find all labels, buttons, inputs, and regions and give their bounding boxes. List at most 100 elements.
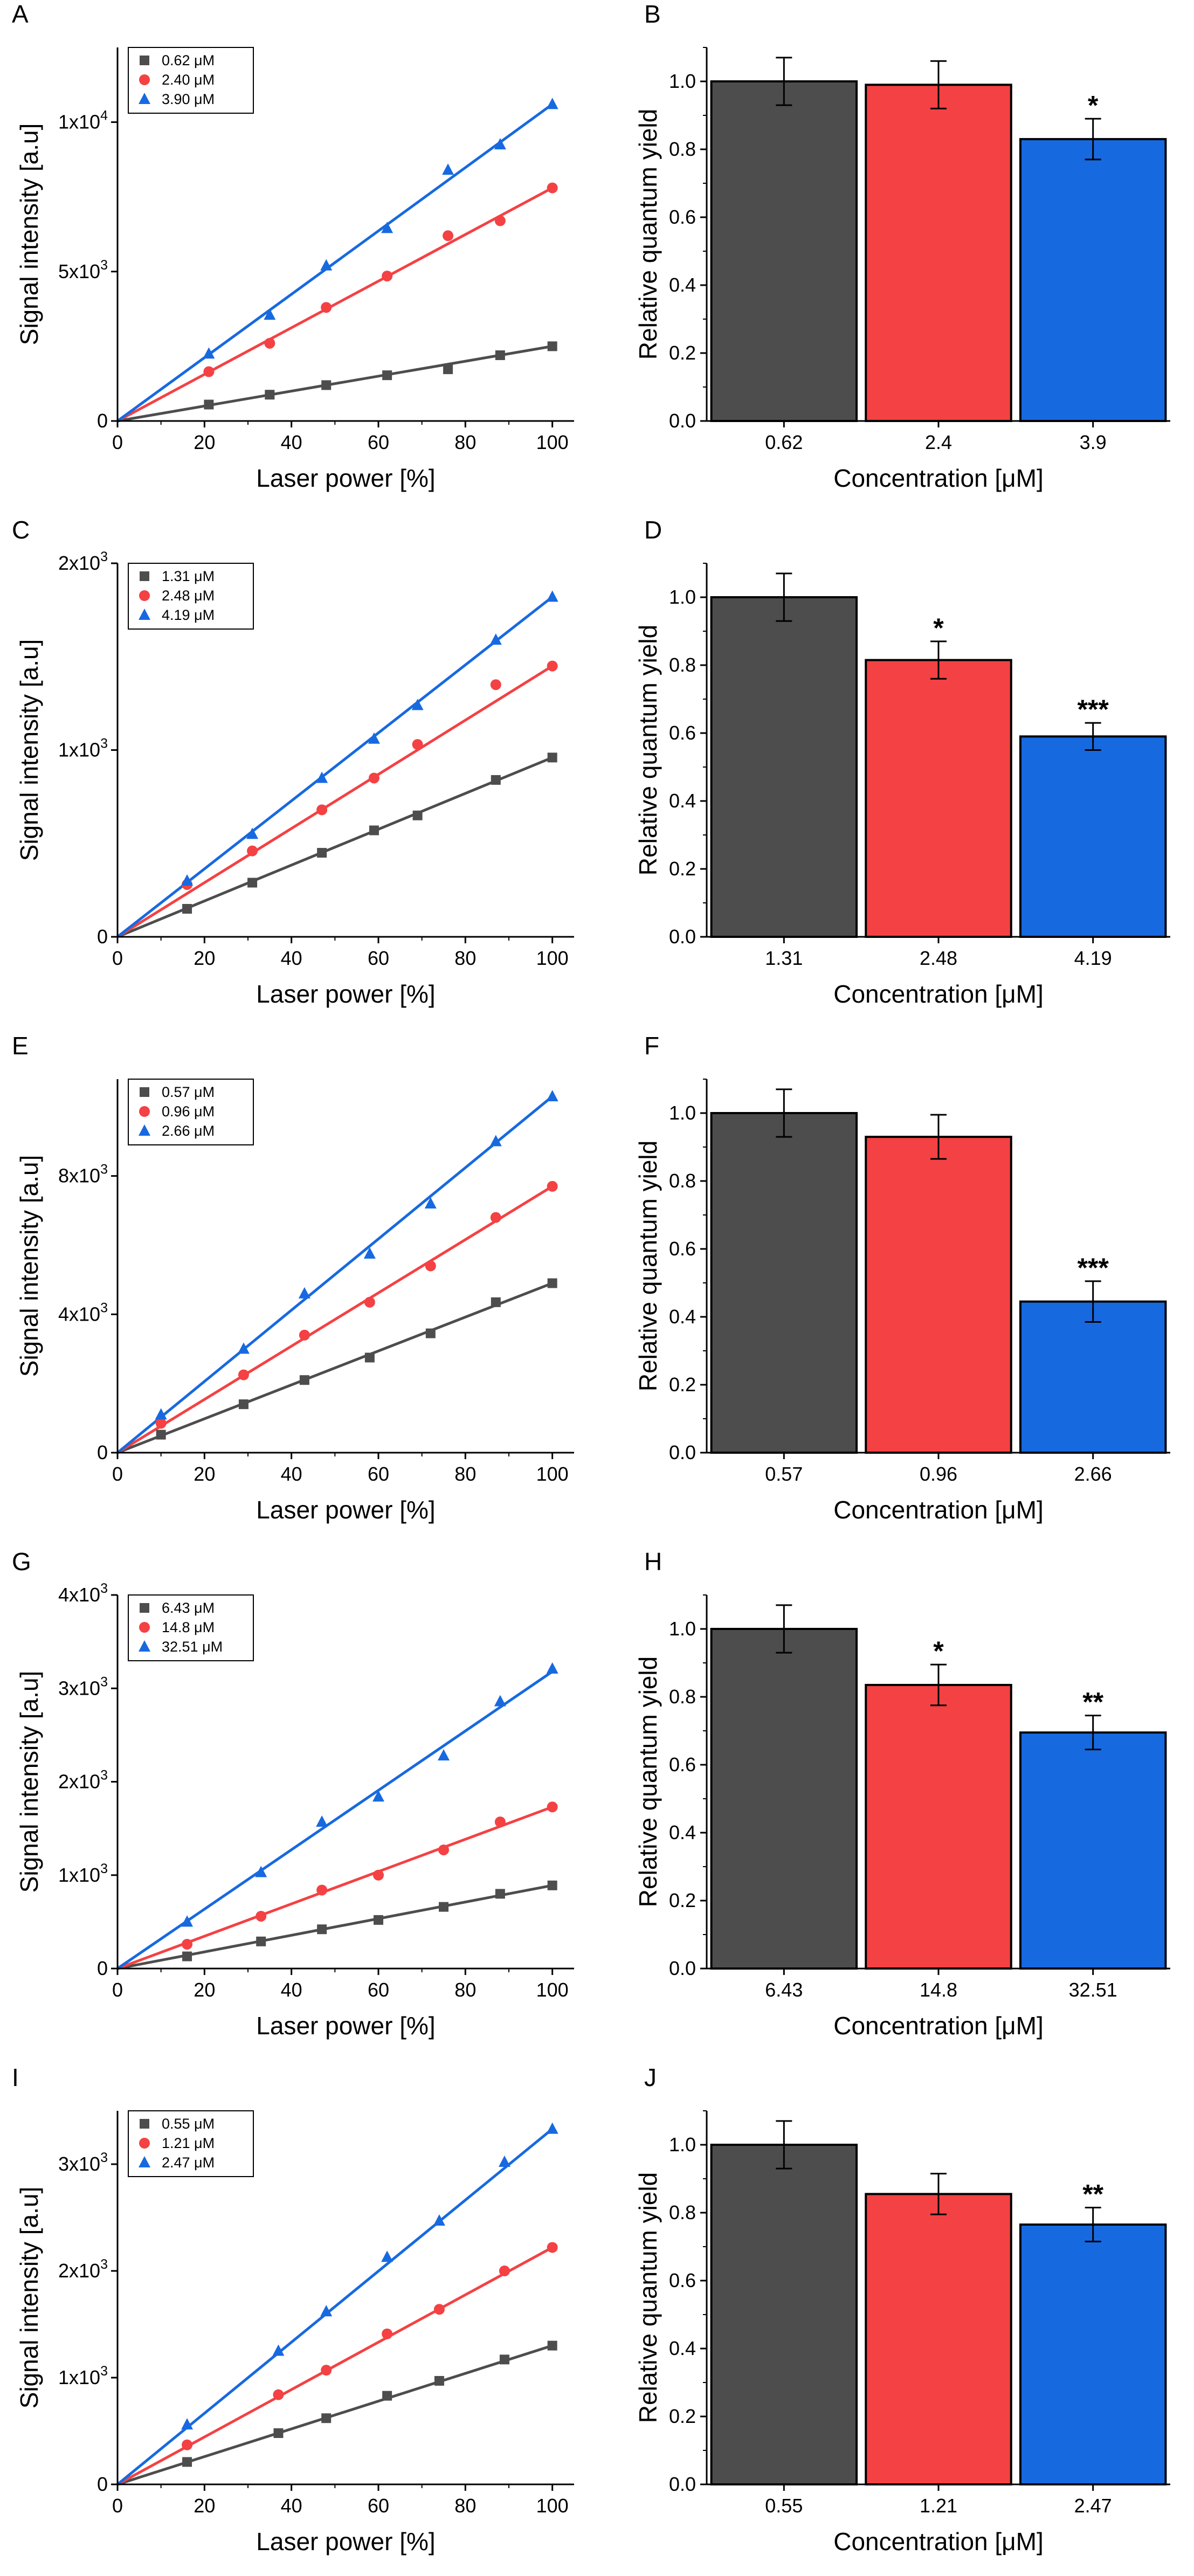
significance-marker: ** bbox=[1082, 1687, 1103, 1717]
data-point bbox=[316, 771, 328, 783]
bar bbox=[865, 1136, 1012, 1454]
data-point bbox=[499, 2266, 510, 2276]
data-point bbox=[156, 1429, 166, 1440]
bar-panel-h: H 6.43 * 14.8 ** 32.51 0.0 0.2 0.4 0.6 0.8 1.0 Conce… bbox=[634, 1548, 1170, 2040]
line-panel-g: G0 20 40 60 80 10001x1032x1033x1034x103Laser … bbox=[12, 1548, 574, 2040]
data-point bbox=[433, 2304, 445, 2315]
data-point bbox=[255, 1866, 267, 1877]
legend-label: 2.40 μM bbox=[162, 72, 215, 88]
legend-marker bbox=[140, 1603, 149, 1613]
y-tick-label: 1.0 bbox=[669, 586, 696, 608]
bar bbox=[1019, 138, 1167, 423]
x-tick-label: 100 bbox=[536, 2495, 569, 2517]
x-axis-title: Laser power [%] bbox=[256, 2012, 435, 2040]
data-point bbox=[321, 380, 332, 390]
y-tick-label: 0.2 bbox=[669, 1889, 696, 1911]
x-tick-label: 60 bbox=[368, 1979, 389, 2001]
x-tick-label: 80 bbox=[454, 2495, 476, 2517]
legend-marker bbox=[139, 1106, 150, 1117]
x-tick-label: 20 bbox=[194, 1463, 215, 1485]
x-tick-label: 2.47 bbox=[1074, 2495, 1112, 2517]
data-point bbox=[203, 366, 215, 377]
x-axis-title: Concentration [μM] bbox=[833, 464, 1044, 492]
data-point bbox=[374, 1915, 383, 1925]
data-point bbox=[490, 679, 501, 690]
data-point bbox=[321, 302, 332, 313]
y-tick-exponent: 3 bbox=[100, 1300, 108, 1315]
bar-panel-b: B 0.62 2.4 * 3.9 0.0 0.2 0.4 0.6 0.8 1.0 Concentrat… bbox=[634, 0, 1170, 492]
x-tick-label: 32.51 bbox=[1069, 1979, 1117, 2001]
panel-letter: G bbox=[12, 1548, 31, 1576]
legend-label: 2.48 μM bbox=[162, 588, 215, 604]
y-tick-mantissa: 0 bbox=[97, 2473, 108, 2495]
bar-panel-d: D 1.31 * 2.48 *** 4.19 0.0 0.2 0.4 0.6 0.8 1.0 Conce… bbox=[634, 516, 1170, 1008]
y-tick-label: 1.0 bbox=[669, 1618, 696, 1640]
data-point bbox=[443, 230, 454, 241]
data-point bbox=[317, 848, 327, 858]
y-tick-label: 0 bbox=[97, 926, 108, 948]
legend-marker bbox=[139, 74, 150, 85]
y-tick-label: 2x103 bbox=[58, 2257, 108, 2282]
bar bbox=[865, 2193, 1012, 2486]
legend-label: 4.19 μM bbox=[162, 607, 215, 623]
data-point bbox=[237, 1342, 250, 1354]
y-tick-label: 1x104 bbox=[58, 108, 108, 133]
data-point bbox=[546, 1662, 558, 1674]
y-axis-title: Signal intensity [a.u] bbox=[15, 1155, 43, 1377]
y-tick-mantissa: 5x10 bbox=[58, 260, 100, 282]
panel-letter: I bbox=[12, 2063, 19, 2091]
y-tick-exponent: 3 bbox=[100, 258, 108, 273]
x-tick-label: 0.55 bbox=[765, 2495, 803, 2517]
y-tick-mantissa: 1x10 bbox=[58, 2366, 100, 2388]
data-point bbox=[494, 215, 506, 226]
data-point bbox=[382, 2328, 393, 2339]
x-tick-label: 80 bbox=[454, 1463, 476, 1485]
x-tick-label: 80 bbox=[454, 1979, 476, 2001]
data-point bbox=[547, 752, 557, 763]
data-point bbox=[546, 98, 558, 109]
bar bbox=[865, 659, 1012, 938]
y-tick-mantissa: 2x10 bbox=[58, 2260, 100, 2282]
data-point bbox=[547, 182, 558, 194]
y-tick-exponent: 3 bbox=[100, 1162, 108, 1177]
data-point bbox=[546, 2122, 558, 2134]
y-tick-mantissa: 3x10 bbox=[58, 2153, 100, 2175]
bar bbox=[1019, 1300, 1167, 1454]
bar bbox=[1019, 735, 1167, 938]
y-tick-label: 0 bbox=[97, 1441, 108, 1463]
fit-line bbox=[116, 1185, 553, 1454]
y-tick-label: 0.4 bbox=[669, 1821, 696, 1843]
y-tick-label: 0.0 bbox=[669, 1957, 696, 1979]
bar bbox=[710, 596, 858, 938]
y-tick-mantissa: 0 bbox=[97, 410, 108, 432]
data-point bbox=[299, 1375, 309, 1385]
y-tick-exponent: 3 bbox=[100, 1861, 108, 1876]
data-point bbox=[491, 775, 501, 785]
x-axis-title: Concentration [μM] bbox=[833, 2527, 1044, 2556]
panel-letter: J bbox=[644, 2063, 657, 2091]
data-point bbox=[272, 2344, 285, 2356]
bar-panel-j: J 0.55 1.21 ** 2.47 0.0 0.2 0.4 0.6 0.8 1.0 Concent… bbox=[634, 2063, 1170, 2556]
legend-marker bbox=[139, 1622, 150, 1633]
x-tick-label: 40 bbox=[281, 1979, 302, 2001]
data-point bbox=[316, 804, 328, 816]
y-tick-label: 0.6 bbox=[669, 2269, 696, 2291]
y-tick-label: 2x103 bbox=[58, 549, 108, 574]
data-point bbox=[299, 1329, 310, 1341]
x-axis-title: Laser power [%] bbox=[256, 464, 435, 492]
data-point bbox=[182, 2439, 193, 2450]
panel-letter: D bbox=[644, 516, 662, 544]
data-point bbox=[265, 390, 275, 400]
data-point bbox=[364, 1352, 375, 1363]
y-tick-label: 0.4 bbox=[669, 790, 696, 812]
data-point bbox=[321, 2365, 332, 2376]
x-tick-label: 0 bbox=[112, 2495, 123, 2517]
y-tick-exponent: 3 bbox=[100, 1768, 108, 1783]
y-axis-title: Relative quantum yield bbox=[634, 1141, 662, 1391]
y-axis-title: Relative quantum yield bbox=[634, 2172, 662, 2423]
y-tick-label: 0.8 bbox=[669, 1170, 696, 1192]
data-point bbox=[320, 2305, 333, 2317]
x-tick-label: 0 bbox=[112, 1463, 123, 1485]
y-tick-label: 1x103 bbox=[58, 736, 108, 761]
bar bbox=[710, 80, 858, 422]
